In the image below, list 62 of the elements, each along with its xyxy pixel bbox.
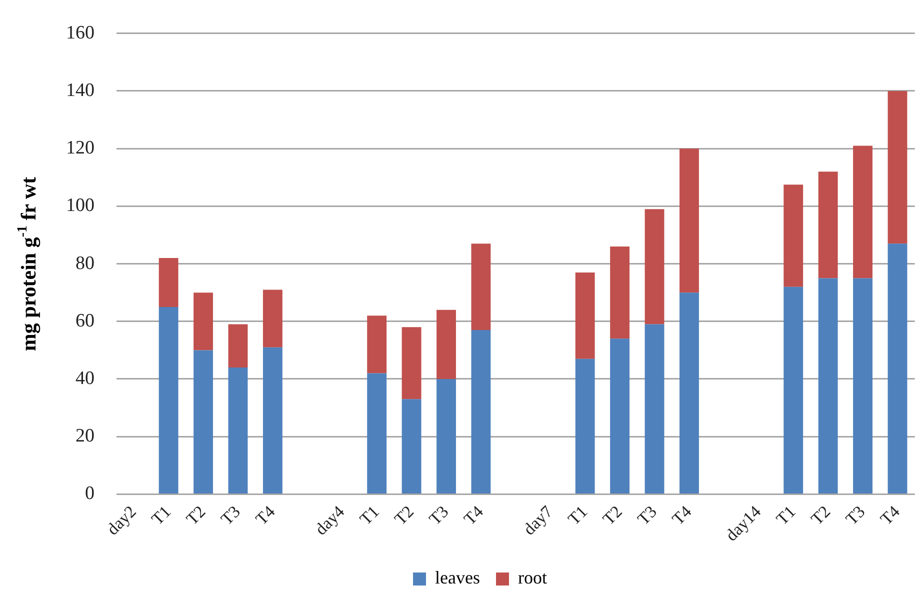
y-tick-label: 120 (66, 138, 94, 159)
bar (436, 310, 456, 379)
bar (262, 347, 282, 494)
bar (644, 209, 664, 324)
x-tick-label: T1 (356, 502, 383, 529)
x-tick-label: T4 (668, 502, 696, 529)
x-tick-label: T2 (182, 502, 210, 529)
bar (818, 172, 838, 278)
y-tick-label: 0 (85, 483, 94, 504)
bar (194, 350, 213, 494)
bar (228, 324, 248, 368)
bar (262, 290, 282, 348)
x-tick-label: T1 (148, 502, 175, 529)
x-tick-label: day4 (311, 502, 348, 539)
x-tick-label: T3 (217, 502, 244, 529)
y-tick-label: 80 (76, 252, 94, 274)
bar (888, 91, 908, 244)
bar (471, 330, 491, 494)
bar (228, 367, 248, 494)
x-tick-label: T2 (599, 502, 626, 529)
legend-label: root (518, 568, 547, 588)
legend-label: leaves (435, 568, 480, 588)
x-tick-label: T1 (564, 502, 592, 529)
y-tick-label: 60 (76, 310, 94, 332)
bar (680, 148, 699, 293)
y-tick-label: 160 (66, 22, 94, 44)
bar (853, 146, 872, 278)
bar (436, 379, 456, 494)
bar (194, 292, 213, 350)
x-tick-label: T3 (634, 502, 660, 529)
x-tick-label: T3 (842, 502, 869, 529)
x-tick-label: T4 (876, 502, 904, 529)
bar (888, 244, 908, 494)
x-tick-label: day2 (103, 502, 140, 539)
x-tick-label: T4 (252, 502, 280, 529)
bar (575, 358, 595, 494)
bar (158, 258, 178, 307)
bar (575, 272, 595, 359)
bar (818, 278, 838, 494)
bar (784, 286, 804, 494)
bar (680, 292, 699, 494)
bar (610, 338, 630, 494)
x-tick-label: T4 (460, 502, 488, 529)
y-tick-label: 40 (76, 368, 94, 389)
y-axis-title: mg protein g-1 fr wt (16, 176, 40, 352)
y-tick-label: 100 (66, 195, 94, 216)
y-tick-label: 140 (66, 80, 94, 101)
x-tick-label: T3 (425, 502, 452, 529)
bar (367, 373, 387, 494)
bar (471, 244, 491, 330)
x-tick-label: T2 (807, 502, 834, 529)
y-tick-label: 20 (76, 426, 94, 447)
bar (158, 307, 178, 494)
bar (644, 324, 664, 494)
x-tick-label: T2 (390, 502, 418, 529)
bar (610, 246, 630, 339)
bar (402, 327, 422, 400)
bar (853, 278, 872, 494)
x-tick-label: T1 (772, 502, 800, 529)
bar (367, 316, 387, 374)
bar (402, 399, 422, 494)
bar (784, 184, 804, 287)
